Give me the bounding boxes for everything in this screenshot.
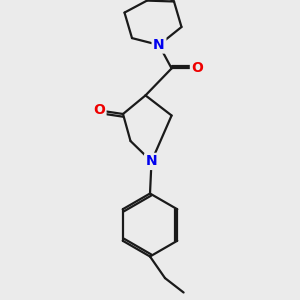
Text: O: O [93, 103, 105, 117]
Text: N: N [153, 38, 165, 52]
Text: O: O [191, 61, 203, 75]
Text: N: N [146, 154, 157, 168]
